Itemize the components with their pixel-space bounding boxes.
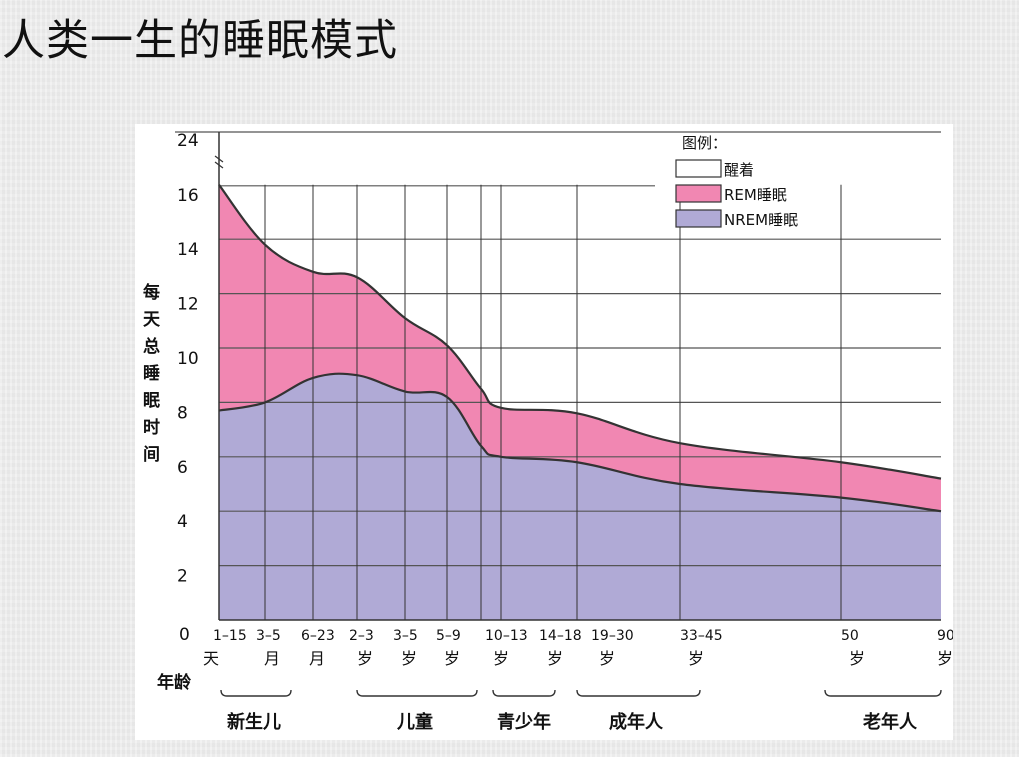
x-tick-unit: 月 [309, 649, 325, 668]
legend-swatch [675, 159, 722, 178]
group-bracket [576, 689, 701, 697]
y-tick-label: 24 [177, 131, 199, 151]
y-tick-label: 10 [177, 349, 199, 369]
y-axis-label-char: 天 [143, 310, 161, 330]
page-title: 人类一生的睡眠模式 [2, 16, 398, 66]
legend-swatch [675, 209, 722, 228]
y-axis-label-char: 间 [143, 444, 160, 465]
x-tick-label: 33–45 [680, 628, 723, 644]
x-tick-unit: 月 [264, 649, 280, 668]
group-label: 老年人 [863, 711, 918, 733]
y-tick-label: 12 [177, 295, 199, 315]
x-tick-unit: 岁 [547, 649, 563, 668]
rem-top-curve [218, 184, 942, 480]
y-axis-label-char: 每 [143, 282, 160, 303]
y-tick-label: 2 [177, 567, 188, 587]
group-bracket [220, 689, 292, 697]
y-tick-label: 0 [179, 625, 190, 645]
legend-label: NREM睡眠 [724, 211, 798, 229]
y-tick-label: 16 [177, 186, 199, 206]
x-tick-unit: 岁 [599, 649, 615, 668]
legend-label: REM睡眠 [724, 186, 787, 204]
axis-break-mark [214, 155, 224, 169]
x-tick-unit: 岁 [444, 649, 460, 668]
sleep-pattern-chart: 241614121086420每天总睡眠时间1–15天3–5月6–23月2–3岁… [143, 131, 955, 733]
x-tick-label: 19–30 [591, 628, 634, 644]
y-tick-label: 6 [177, 458, 188, 478]
x-tick-unit: 岁 [401, 649, 417, 668]
y-axis-label-char: 总 [143, 336, 160, 357]
group-label: 青少年 [497, 711, 551, 733]
x-tick-unit: 岁 [849, 649, 865, 668]
x-tick-label: 6–23 [301, 628, 335, 644]
x-tick-label: 10–13 [485, 628, 528, 644]
x-tick-label: 90 [937, 628, 953, 644]
y-axis-label-char: 眠 [143, 391, 160, 411]
legend-swatch [675, 184, 722, 203]
x-axis-label: 年龄 [157, 672, 192, 693]
x-tick-label: 14–18 [539, 628, 582, 644]
chart-card: 24 16 14 12 10 8 6 4 2 0 每天总睡眠时间 1–15 天 3–5 月 6–23 月 2–3 岁… [135, 124, 955, 740]
group-label: 新生儿 [227, 711, 281, 733]
nrem-top-curve [218, 372, 942, 513]
y-axis-label-char: 时 [143, 418, 160, 438]
x-tick-unit: 岁 [357, 649, 373, 668]
x-tick-unit: 岁 [493, 649, 509, 668]
x-tick-label: 50 [841, 628, 859, 644]
y-tick-label: 8 [177, 403, 188, 423]
y-tick-label: 4 [177, 512, 188, 532]
legend-label: 醒着 [724, 161, 754, 179]
x-tick-unit: 岁 [688, 649, 704, 668]
y-tick-label: 14 [177, 240, 199, 260]
x-tick-label: 3–5 [256, 628, 281, 644]
x-tick-label: 1–15 [213, 628, 247, 644]
x-tick-label: 5–9 [436, 628, 461, 644]
group-label: 成年人 [609, 711, 664, 733]
x-tick-label: 3–5 [393, 628, 418, 644]
legend-title: 图例： [682, 134, 727, 152]
group-bracket [824, 689, 942, 697]
y-axis-label-char: 睡 [143, 363, 160, 384]
group-bracket [492, 689, 556, 697]
x-tick-unit: 岁 [937, 649, 953, 668]
group-label: 儿童 [396, 711, 433, 733]
nrem-area [219, 373, 941, 620]
x-tick-unit: 天 [203, 649, 219, 668]
group-bracket [356, 689, 478, 697]
x-tick-label: 2–3 [349, 628, 374, 644]
